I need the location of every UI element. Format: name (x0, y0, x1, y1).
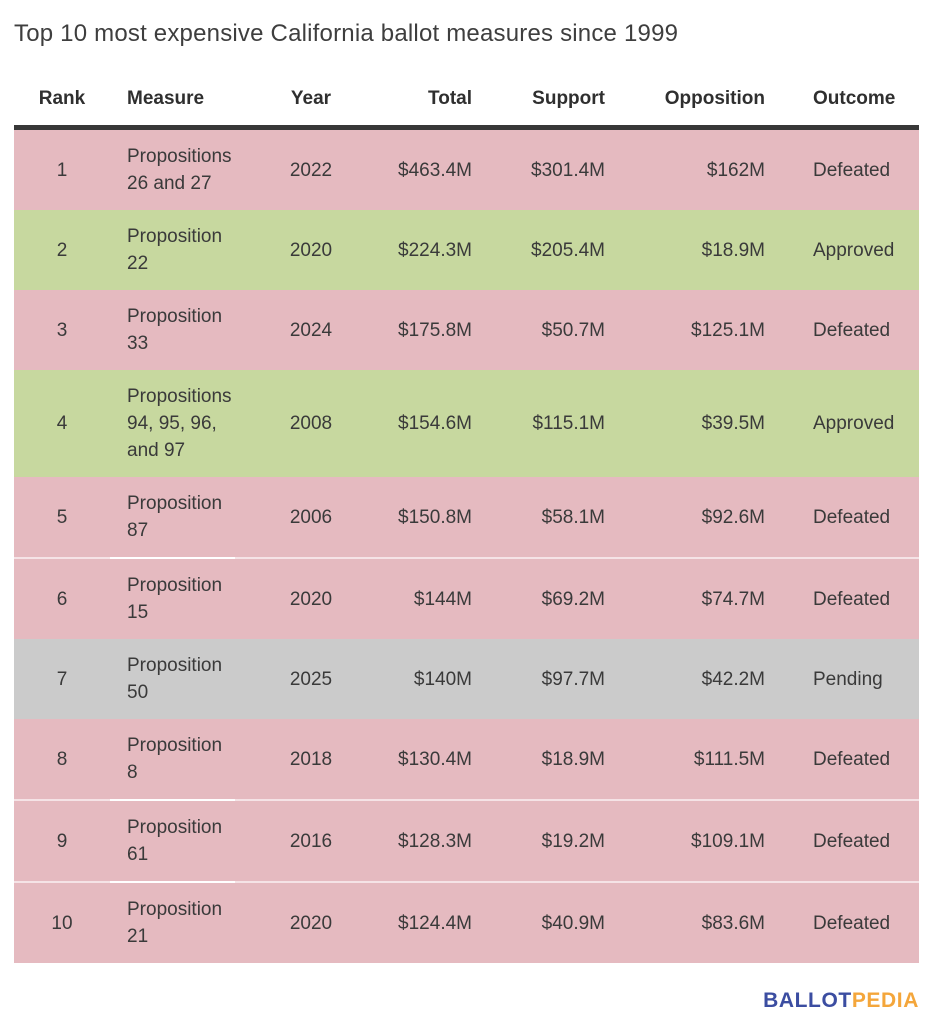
cell-outcome: Defeated (813, 588, 891, 610)
cell-outcome: Defeated (813, 912, 891, 934)
cell-opposition: $111.5M (693, 748, 765, 770)
cell-total: $144M (413, 588, 472, 610)
cell-measure: Propositions 94, 95, 96, and 97 (127, 386, 232, 461)
cell-year: 2018 (289, 748, 333, 770)
cell-opposition: $92.6M (701, 506, 765, 528)
cell-opposition: $109.1M (691, 830, 765, 852)
cell-opposition: $125.1M (691, 319, 765, 341)
cell-total: $175.8M (398, 319, 472, 341)
cell-opposition: $18.9M (701, 239, 765, 261)
cell-opposition: $162M (706, 159, 765, 181)
cell-outcome: Defeated (813, 830, 891, 852)
table-row: 7 Proposition 50 2025 $140M $97.7M $42.2M Pend… (14, 639, 919, 719)
cell-opposition: $39.5M (701, 413, 765, 434)
cell-rank: 4 (56, 413, 68, 434)
table-row: 4 Propositions 94, 95, 96, and 97 2008 $154… (14, 370, 919, 477)
cell-year: 2022 (289, 159, 333, 181)
cell-support: $18.9M (541, 748, 605, 770)
cell-outcome: Approved (813, 239, 895, 261)
table-row: 8 Proposition 8 2018 $130.4M $18.9M $111.5M De… (14, 719, 919, 800)
col-header-total: Total (428, 88, 472, 109)
cell-support: $301.4M (531, 159, 605, 181)
cell-total: $150.8M (398, 506, 472, 528)
cell-measure: Proposition 8 (127, 735, 223, 783)
cell-rank: 7 (56, 668, 68, 690)
cell-outcome: Pending (813, 668, 883, 690)
col-header-opposition: Opposition (664, 88, 765, 109)
ballotpedia-logo: BALLOTPEDIA (763, 989, 919, 1013)
table-body: 1 Propositions 26 and 27 2022 $463.4M $301.4… (14, 127, 919, 963)
cell-outcome: Defeated (813, 159, 891, 181)
cell-support: $50.7M (541, 319, 605, 341)
cell-year: 2006 (289, 506, 333, 528)
cell-support: $19.2M (541, 830, 605, 852)
cell-rank: 9 (56, 830, 68, 852)
table-row: 1 Propositions 26 and 27 2022 $463.4M $301.4… (14, 127, 919, 210)
cell-year: 2020 (289, 239, 333, 261)
cell-total: $140M (413, 668, 472, 690)
logo-text-ballot: BALLOT (763, 989, 852, 1012)
cell-year: 2008 (289, 413, 333, 434)
cell-support: $115.1M (532, 413, 605, 434)
cell-measure: Proposition 50 (127, 655, 223, 703)
col-header-rank: Rank (38, 88, 86, 109)
col-header-outcome: Outcome (813, 88, 896, 109)
cell-year: 2025 (289, 668, 333, 690)
cell-measure: Proposition 87 (127, 493, 223, 541)
cell-total: $124.4M (398, 912, 472, 934)
table-row: 6 Proposition 15 2020 $144M $69.2M $74.7M Defe… (14, 558, 919, 639)
cell-rank: 1 (56, 159, 68, 181)
cell-total: $154.6M (398, 413, 472, 434)
cell-rank: 8 (56, 748, 68, 770)
table-row: 5 Proposition 87 2006 $150.8M $58.1M $92.6M De… (14, 477, 919, 558)
cell-total: $224.3M (398, 239, 472, 261)
col-header-support: Support (532, 88, 605, 109)
col-header-measure: Measure (127, 88, 205, 109)
table-header-row: Rank Measure Year Total Support Oppositi… (14, 88, 919, 128)
table-row: 2 Proposition 22 2020 $224.3M $205.4M $18.9M A… (14, 210, 919, 290)
cell-measure: Propositions 26 and 27 (127, 146, 232, 194)
cell-opposition: $42.2M (701, 668, 765, 690)
cell-outcome: Approved (813, 413, 895, 434)
cell-support: $58.1M (541, 506, 605, 528)
col-header-year: Year (290, 88, 332, 109)
cell-year: 2020 (289, 588, 333, 610)
cell-year: 2024 (289, 319, 333, 341)
table-row: 9 Proposition 61 2016 $128.3M $19.2M $109.1M D… (14, 800, 919, 882)
cell-total: $130.4M (398, 748, 472, 770)
cell-rank: 5 (56, 506, 68, 528)
logo-text-pedia: PEDIA (851, 989, 919, 1012)
cell-measure: Proposition 61 (127, 817, 223, 865)
cell-total: $128.3M (398, 830, 472, 852)
cell-outcome: Defeated (813, 506, 891, 528)
table-row: 10 Proposition 21 2020 $124.4M $40.9M $83.6M D… (14, 882, 919, 963)
cell-outcome: Defeated (813, 748, 891, 770)
cell-rank: 10 (51, 912, 73, 934)
cell-measure: Proposition 33 (127, 306, 223, 354)
cell-year: 2016 (289, 830, 333, 852)
page-title: Top 10 most expensive California ballot … (14, 20, 679, 47)
cell-support: $205.4M (531, 239, 605, 261)
cell-rank: 6 (56, 588, 68, 610)
cell-support: $40.9M (541, 912, 605, 934)
cell-outcome: Defeated (813, 319, 891, 341)
cell-rank: 3 (56, 319, 68, 341)
cell-year: 2020 (289, 912, 333, 934)
cell-support: $69.2M (541, 588, 605, 610)
cell-rank: 2 (56, 239, 68, 261)
cell-total: $463.4M (398, 159, 472, 181)
cell-support: $97.7M (541, 668, 605, 690)
cell-measure: Proposition 22 (127, 226, 223, 274)
cell-measure: Proposition 15 (127, 575, 223, 623)
footer: BALLOTPEDIA (14, 989, 919, 1013)
ballot-measures-table: Rank Measure Year Total Support Oppositi… (14, 88, 919, 963)
cell-opposition: $74.7M (701, 588, 765, 610)
table-row: 3 Proposition 33 2024 $175.8M $50.7M $125.1M D… (14, 290, 919, 370)
cell-measure: Proposition 21 (127, 899, 223, 947)
cell-opposition: $83.6M (701, 912, 765, 934)
